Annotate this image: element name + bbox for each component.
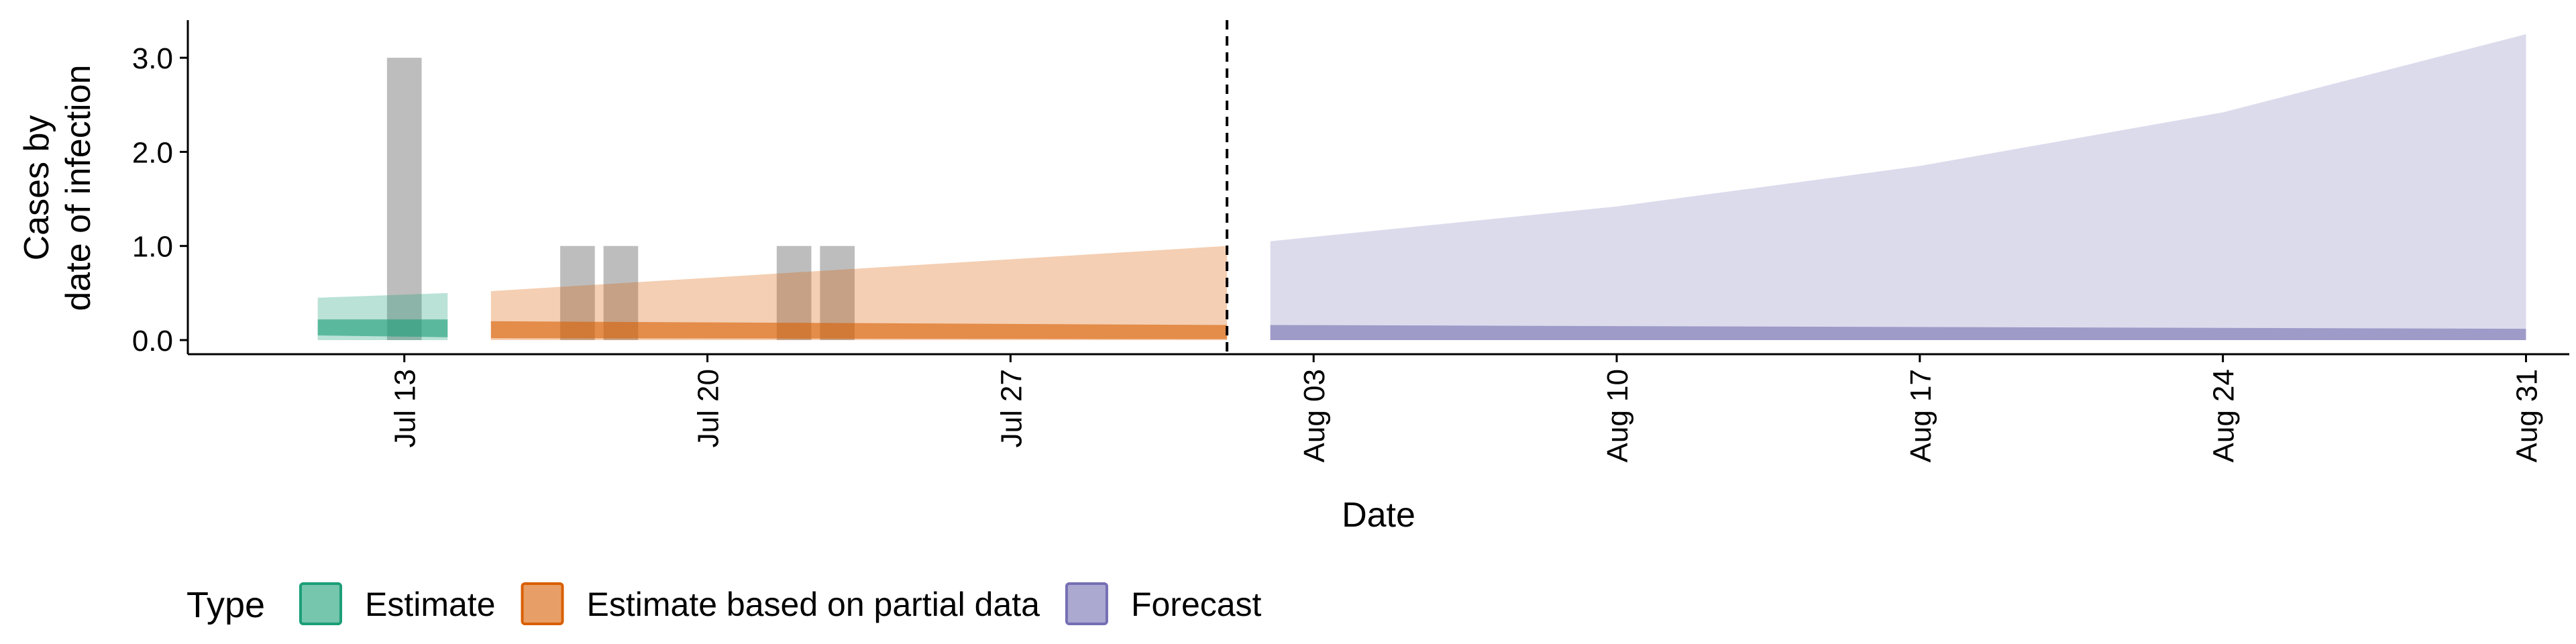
x-tick-label-6: Aug 17 [1904, 369, 1937, 462]
legend-swatch-2 [521, 582, 564, 625]
y-tick-label-1: 0.0 [132, 325, 173, 358]
y-tick-label-4: 3.0 [132, 42, 173, 75]
y-ticks: 0.0 1.0 2.0 3.0 [132, 42, 188, 358]
legend-title: Type [186, 585, 265, 625]
legend-label-1: Estimate [365, 586, 496, 623]
legend-item-3: Forecast [1065, 582, 1262, 625]
y-axis-label-line2: date of infection [59, 64, 98, 311]
x-tick-label-2: Jul 20 [692, 369, 725, 447]
x-tick-label-4: Aug 03 [1298, 369, 1331, 462]
series-3-band-2 [1270, 325, 2526, 340]
series-2-band-2 [490, 321, 1228, 339]
legend-label-3: Forecast [1131, 586, 1262, 623]
x-tick-label-7: Aug 24 [2208, 369, 2241, 462]
x-tick-label-8: Aug 31 [2510, 369, 2543, 462]
x-tick-label-5: Aug 10 [1601, 369, 1634, 462]
y-tick-label-2: 1.0 [132, 231, 173, 264]
x-ticks: Jul 13 Jul 20 Jul 27 Aug 03 Aug 10 Aug 17 Aug … [389, 354, 2543, 462]
legend-item-1: Estimate [299, 582, 496, 625]
legend-swatch-1 [299, 582, 342, 625]
x-tick-label-1: Jul 13 [389, 369, 422, 447]
y-axis-label-line1: Cases by [17, 115, 56, 261]
axes [186, 20, 2569, 356]
reported-case-bar-1 [386, 58, 422, 340]
legend-swatch-3 [1065, 582, 1108, 625]
y-tick-label-3: 2.0 [132, 136, 173, 169]
series-3-band-1 [1270, 34, 2526, 340]
x-axis-label: Date [1342, 496, 1415, 535]
legend-label-2: Estimate based on partial data [587, 586, 1040, 623]
series-2-band-1 [490, 246, 1228, 340]
x-tick-label-3: Jul 27 [995, 369, 1028, 447]
legend: Type Estimate Estimate based on partial d… [186, 582, 1262, 625]
legend-item-2: Estimate based on partial data [521, 582, 1040, 625]
plot-area [317, 34, 2526, 340]
series-1-band-2 [317, 319, 448, 337]
